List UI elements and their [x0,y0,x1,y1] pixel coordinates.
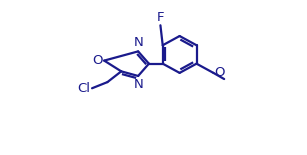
Text: N: N [134,78,144,91]
Text: F: F [157,11,164,24]
Text: Cl: Cl [78,82,91,95]
Text: O: O [92,54,102,67]
Text: O: O [214,66,225,79]
Text: N: N [133,36,143,49]
